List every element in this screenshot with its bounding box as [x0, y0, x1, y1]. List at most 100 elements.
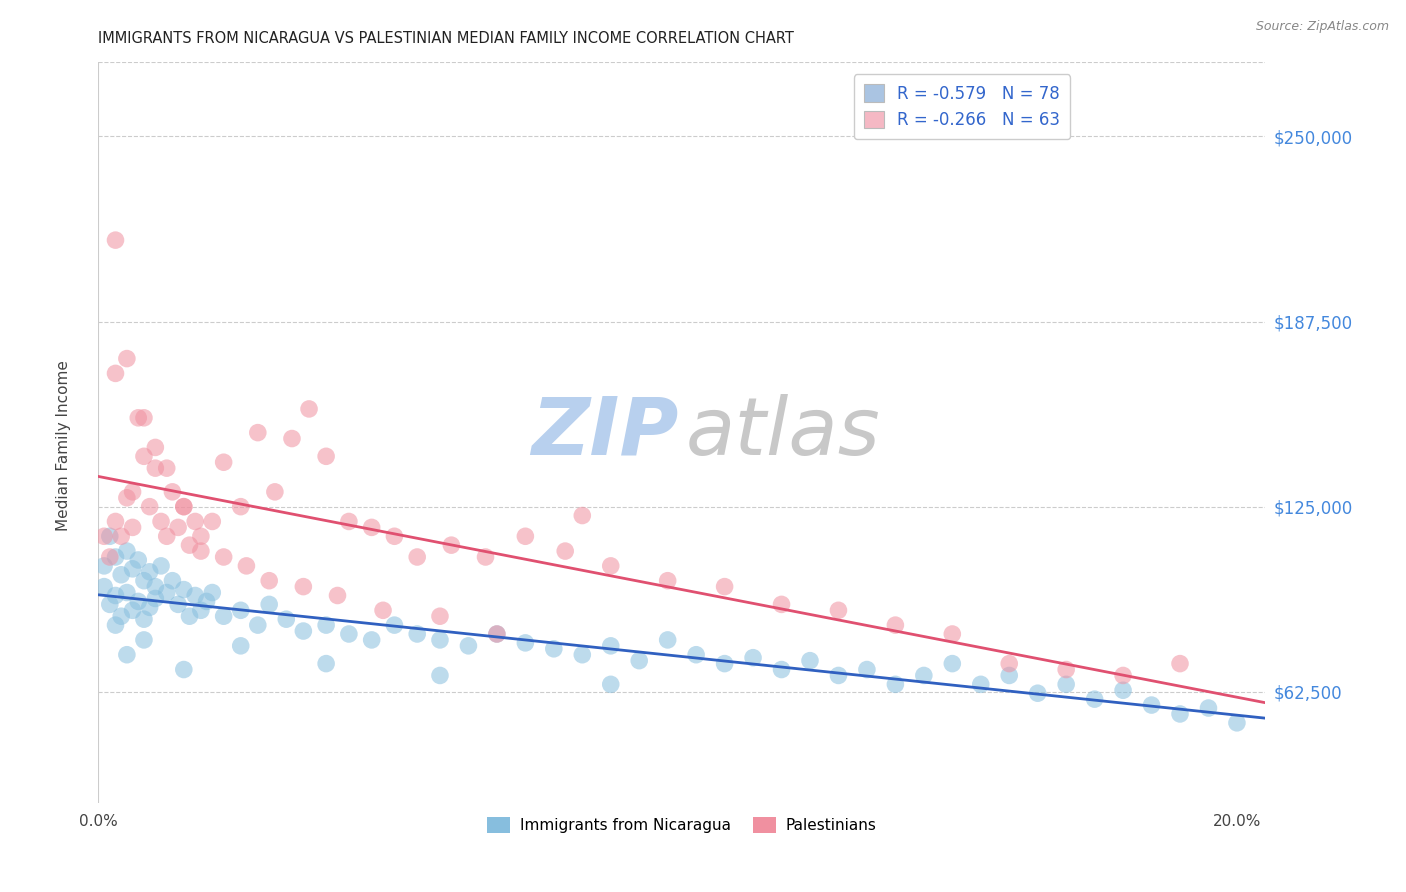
- Point: [229, 639, 252, 653]
- Point: [235, 558, 257, 573]
- Point: [93, 580, 115, 594]
- Point: [98, 549, 121, 564]
- Point: [457, 639, 479, 653]
- Point: [143, 591, 166, 606]
- Point: [485, 627, 508, 641]
- Point: [685, 648, 707, 662]
- Point: [292, 624, 315, 638]
- Text: Median Family Income: Median Family Income: [56, 360, 70, 532]
- Point: [115, 351, 138, 366]
- Point: [162, 574, 184, 588]
- Point: [298, 401, 321, 416]
- Point: [1084, 692, 1107, 706]
- Point: [156, 529, 179, 543]
- Point: [292, 580, 315, 594]
- Point: [713, 657, 735, 671]
- Point: [121, 603, 143, 617]
- Point: [132, 410, 155, 425]
- Point: [201, 515, 224, 529]
- Point: [384, 529, 406, 543]
- Point: [799, 654, 821, 668]
- Point: [360, 520, 382, 534]
- Point: [406, 627, 429, 641]
- Point: [827, 603, 849, 617]
- Point: [315, 450, 337, 464]
- Point: [104, 589, 127, 603]
- Point: [127, 594, 149, 608]
- Point: [110, 529, 132, 543]
- Point: [429, 609, 451, 624]
- Point: [156, 461, 179, 475]
- Point: [132, 632, 155, 647]
- Point: [212, 609, 235, 624]
- Point: [970, 677, 993, 691]
- Point: [429, 632, 451, 647]
- Point: [1168, 657, 1191, 671]
- Point: [742, 650, 765, 665]
- Point: [184, 515, 207, 529]
- Legend: Immigrants from Nicaragua, Palestinians: Immigrants from Nicaragua, Palestinians: [481, 812, 883, 839]
- Point: [132, 612, 155, 626]
- Point: [827, 668, 849, 682]
- Point: [628, 654, 651, 668]
- Text: IMMIGRANTS FROM NICARAGUA VS PALESTINIAN MEDIAN FAMILY INCOME CORRELATION CHART: IMMIGRANTS FROM NICARAGUA VS PALESTINIAN…: [98, 31, 794, 46]
- Point: [110, 609, 132, 624]
- Point: [543, 641, 565, 656]
- Point: [1026, 686, 1049, 700]
- Point: [115, 544, 138, 558]
- Point: [104, 549, 127, 564]
- Point: [440, 538, 463, 552]
- Point: [184, 589, 207, 603]
- Point: [713, 580, 735, 594]
- Point: [121, 520, 143, 534]
- Point: [93, 558, 115, 573]
- Point: [912, 668, 935, 682]
- Point: [173, 582, 195, 597]
- Point: [1112, 683, 1135, 698]
- Point: [132, 450, 155, 464]
- Point: [770, 598, 793, 612]
- Point: [599, 639, 621, 653]
- Point: [571, 648, 593, 662]
- Point: [360, 632, 382, 647]
- Point: [515, 529, 537, 543]
- Text: ZIP: ZIP: [531, 393, 679, 472]
- Point: [884, 618, 907, 632]
- Point: [998, 657, 1021, 671]
- Point: [429, 668, 451, 682]
- Point: [1168, 706, 1191, 721]
- Point: [257, 574, 280, 588]
- Point: [121, 484, 143, 499]
- Point: [1054, 663, 1077, 677]
- Point: [179, 609, 201, 624]
- Point: [485, 627, 508, 641]
- Point: [167, 520, 190, 534]
- Point: [246, 425, 269, 440]
- Point: [138, 500, 160, 514]
- Text: atlas: atlas: [685, 393, 880, 472]
- Point: [138, 600, 160, 615]
- Point: [143, 580, 166, 594]
- Point: [770, 663, 793, 677]
- Point: [190, 544, 212, 558]
- Point: [1112, 668, 1135, 682]
- Point: [1140, 698, 1163, 712]
- Point: [554, 544, 576, 558]
- Point: [98, 598, 121, 612]
- Point: [326, 589, 349, 603]
- Point: [115, 585, 138, 599]
- Point: [1198, 701, 1220, 715]
- Point: [115, 491, 138, 505]
- Point: [599, 677, 621, 691]
- Point: [115, 648, 138, 662]
- Point: [371, 603, 394, 617]
- Point: [406, 549, 429, 564]
- Point: [143, 461, 166, 475]
- Point: [110, 567, 132, 582]
- Point: [941, 657, 963, 671]
- Point: [150, 515, 173, 529]
- Point: [884, 677, 907, 691]
- Point: [571, 508, 593, 523]
- Point: [143, 441, 166, 455]
- Point: [474, 549, 496, 564]
